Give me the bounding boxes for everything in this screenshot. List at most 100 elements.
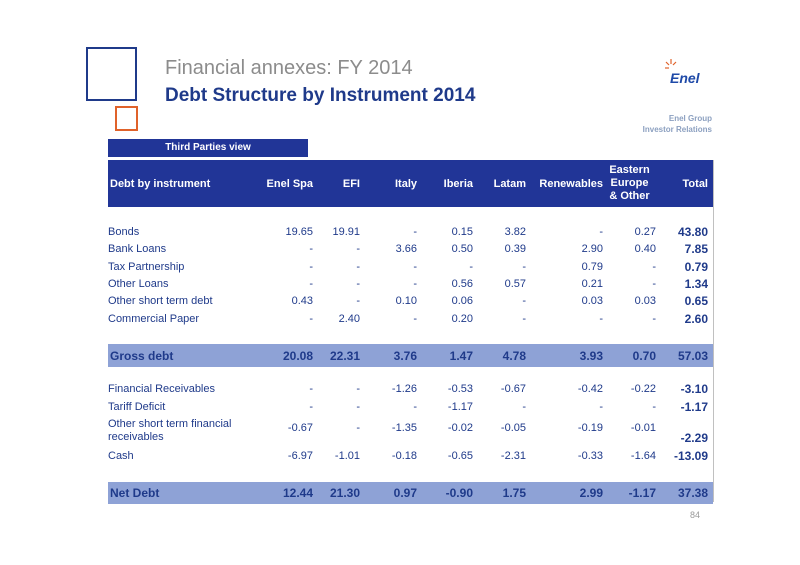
row-label: Other short term debt [108,294,213,307]
cell-value: 4.78 [502,348,526,363]
col-header-eastern-line3: & Other [609,190,650,202]
cell-value: 0.40 [634,242,656,255]
cell-value: - [356,277,360,290]
table-row-tax: Tax Partnership - - - - - 0.79 - 0.79 [108,258,713,275]
cell-value: - [599,400,603,413]
cell-value: -0.22 [630,382,656,395]
investor-relations-label: Investor Relations [642,125,712,134]
table-row-cash: Cash -6.97 -1.01 -0.18 -0.65 -2.31 -0.33 -1.64 -… [108,447,713,464]
cell-value: - [652,400,656,413]
cell-value: -2.31 [500,449,526,462]
cell-value: 3.82 [504,225,526,238]
cell-value: 0.06 [451,294,473,307]
cell-total: -13.09 [673,449,708,463]
cell-value: 3.93 [579,348,603,363]
cell-value: 0.79 [581,260,603,273]
cell-value: -0.90 [445,486,473,500]
cell-value: 2.99 [579,486,603,500]
col-header-instrument: Debt by instrument [110,177,211,190]
col-header-total: Total [682,177,708,190]
cell-total: 57.03 [677,348,708,363]
cell-value: - [356,242,360,255]
cell-value: - [413,400,417,413]
col-header-eastern-line1: Eastern [609,164,650,176]
cell-value: -1.64 [630,449,656,462]
cell-value: - [652,312,656,325]
cell-value: -0.18 [391,449,417,462]
cell-value: 0.03 [581,294,603,307]
cell-value: 0.21 [581,277,603,290]
decor-square-small [115,106,138,131]
cell-value: - [309,242,313,255]
table-row-finrec: Financial Receivables - - -1.26 -0.53 -0.67 -0… [108,380,713,397]
cell-value: - [356,400,360,413]
page-title: Financial annexes: FY 2014 [165,57,413,79]
cell-value: - [469,260,473,273]
cell-value: -0.67 [287,422,313,434]
row-label: Other Loans [108,277,169,290]
cell-value: 21.30 [329,486,360,500]
view-label: Third Parties view [108,139,308,157]
svg-text:Enel: Enel [670,70,701,86]
cell-value: -0.05 [500,422,526,434]
group-label: Enel Group Investor Relations [643,113,712,135]
cell-value: 2.90 [581,242,603,255]
cell-value: 3.76 [393,348,417,363]
cell-total: 37.38 [677,486,708,500]
cell-value: 0.20 [451,312,473,325]
cell-value: 2.40 [338,312,360,325]
cell-value: 0.39 [504,242,526,255]
cell-total: 43.80 [677,225,708,239]
table-row-tariff: Tariff Deficit - - - -1.17 - - - -1.17 [108,398,713,415]
cell-total: -2.29 [680,431,708,445]
cell-value: 0.43 [291,294,313,307]
cell-value: - [652,277,656,290]
col-header-eastern-europe: Eastern Europe & Other [603,160,656,207]
cell-value: 0.27 [634,225,656,238]
row-label: Other short term financial receivables [108,418,232,443]
cell-value: - [356,422,360,434]
col-header-efi: EFI [342,177,360,190]
cell-value: 0.70 [632,348,656,363]
enel-logo: Enel [665,59,701,86]
col-header-renewables: Renewables [539,177,603,190]
table-row-bonds: Bonds 19.65 19.91 - 0.15 3.82 - 0.27 43.80 [108,223,713,240]
cell-value: - [413,225,417,238]
table-row-ostfr: Other short term financial receivables -0… [108,416,713,446]
row-label: Commercial Paper [108,312,200,325]
table-row-gross: Gross debt 20.08 22.31 3.76 1.47 4.78 3.93 0.70… [108,344,713,367]
cell-total: 0.65 [684,294,708,308]
row-label: Bank Loans [108,242,167,255]
table-row-net: Net Debt 12.44 21.30 0.97 -0.90 1.75 2.99 -1.17… [108,482,713,504]
cell-value: - [309,400,313,413]
cell-value: 0.57 [504,277,526,290]
row-label: Financial Receivables [108,382,215,395]
cell-value: - [522,400,526,413]
row-label: Tax Partnership [108,260,185,273]
cell-value: -6.97 [287,449,313,462]
cell-value: -1.17 [447,400,473,413]
table-row-ostd: Other short term debt 0.43 - 0.10 0.06 - 0.03 0… [108,292,713,309]
cell-value: 0.97 [393,486,417,500]
table-row-cp: Commercial Paper - 2.40 - 0.20 - - - 2.60 [108,310,713,327]
cell-value: - [522,294,526,307]
table-right-border [713,160,714,502]
cell-value: -0.33 [577,449,603,462]
cell-value: 19.91 [332,225,360,238]
col-header-latam: Latam [493,177,526,190]
cell-value: - [522,260,526,273]
decor-square-large [86,47,137,101]
cell-value: - [652,260,656,273]
col-header-iberia: Iberia [443,177,473,190]
cell-value: 12.44 [282,486,313,500]
cell-value: -1.17 [628,486,656,500]
row-label: Tariff Deficit [108,400,166,413]
col-header-enel-spa: Enel Spa [266,177,313,190]
cell-total: 1.34 [684,277,708,291]
cell-value: - [309,312,313,325]
table-row-bank: Bank Loans - - 3.66 0.50 0.39 2.90 0.40 7.85 [108,240,713,257]
row-label: Bonds [108,225,140,238]
cell-value: -0.19 [577,422,603,434]
table-row-other: Other Loans - - - 0.56 0.57 0.21 - 1.34 [108,275,713,292]
cell-value: - [356,260,360,273]
